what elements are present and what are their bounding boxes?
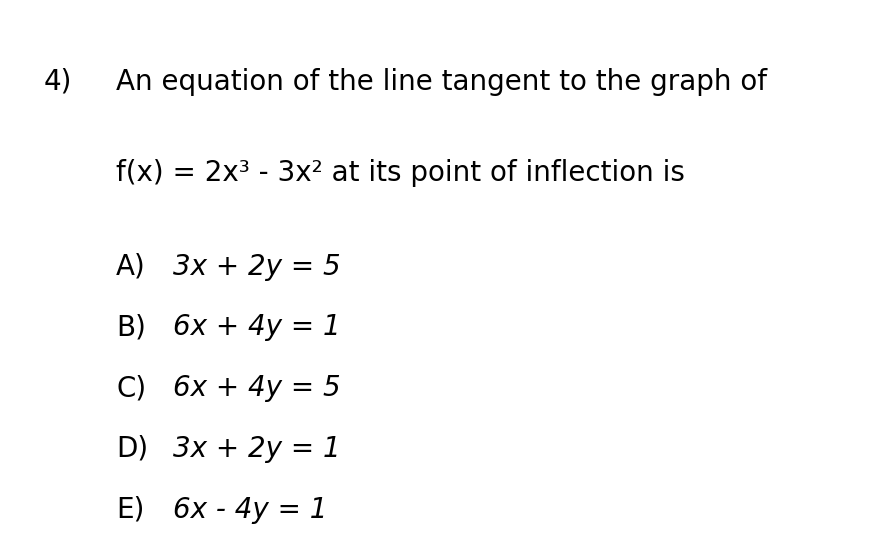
Text: A): A)	[116, 253, 146, 280]
Text: D): D)	[116, 435, 148, 463]
Text: B): B)	[116, 313, 146, 341]
Text: 4): 4)	[43, 68, 71, 96]
Text: 3x + 2y = 1: 3x + 2y = 1	[173, 435, 340, 463]
Text: f(x) = 2x³ - 3x² at its point of inflection is: f(x) = 2x³ - 3x² at its point of inflect…	[116, 159, 685, 187]
Text: 6x - 4y = 1: 6x - 4y = 1	[173, 496, 327, 524]
Text: 6x + 4y = 1: 6x + 4y = 1	[173, 313, 340, 341]
Text: C): C)	[116, 374, 146, 402]
Text: 3x + 2y = 5: 3x + 2y = 5	[173, 253, 340, 280]
Text: An equation of the line tangent to the graph of: An equation of the line tangent to the g…	[116, 68, 767, 96]
Text: E): E)	[116, 496, 145, 524]
Text: 6x + 4y = 5: 6x + 4y = 5	[173, 374, 340, 402]
